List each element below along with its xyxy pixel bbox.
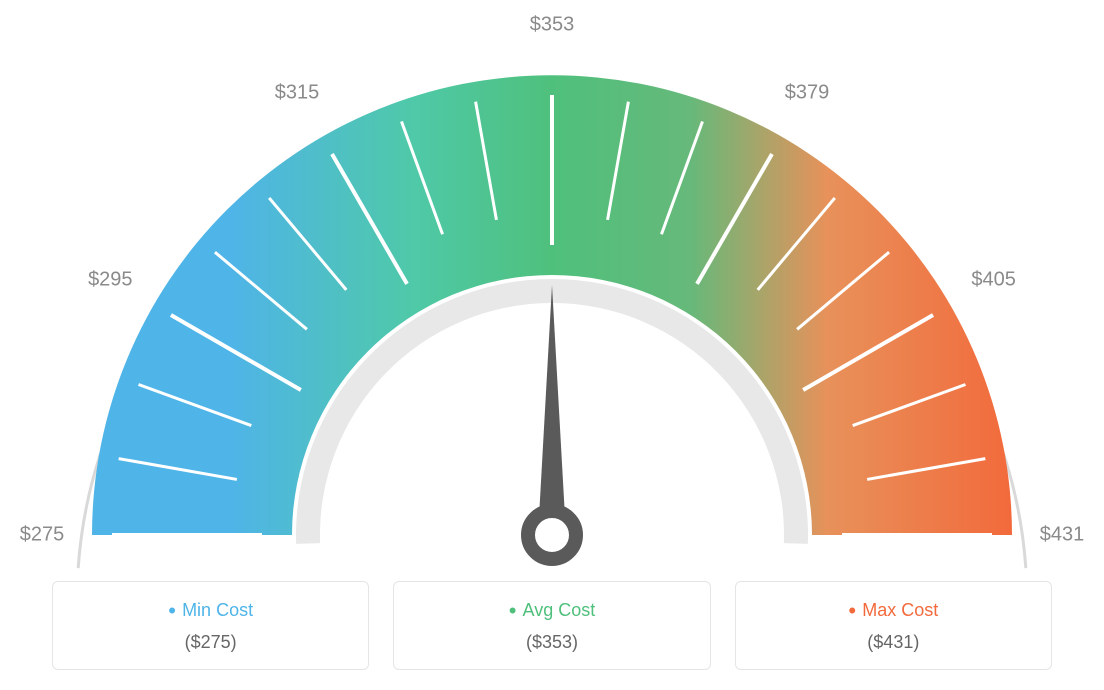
gauge-tick-label: $295 <box>88 269 133 292</box>
gauge-chart: $275 $295 $315 $353 $379 $405 $431 <box>0 0 1104 570</box>
legend-avg-label: Avg Cost <box>394 598 709 624</box>
gauge-tick-label: $353 <box>530 14 575 37</box>
legend-max-value: ($431) <box>736 632 1051 653</box>
gauge-tick-label: $379 <box>785 82 830 105</box>
legend-min-value: ($275) <box>53 632 368 653</box>
legend-min-label: Min Cost <box>53 598 368 624</box>
gauge-tick-label: $405 <box>971 269 1016 292</box>
gauge-tick-label: $431 <box>1040 524 1085 547</box>
legend-row: Min Cost ($275) Avg Cost ($353) Max Cost… <box>0 581 1104 670</box>
legend-avg-card: Avg Cost ($353) <box>393 581 710 670</box>
cost-gauge-widget: $275 $295 $315 $353 $379 $405 $431 Min Cost ($… <box>0 0 1104 690</box>
legend-max-card: Max Cost ($431) <box>735 581 1052 670</box>
legend-avg-value: ($353) <box>394 632 709 653</box>
legend-min-card: Min Cost ($275) <box>52 581 369 670</box>
gauge-tick-label: $275 <box>20 524 65 547</box>
gauge-tick-label: $315 <box>275 82 320 105</box>
legend-max-label: Max Cost <box>736 598 1051 624</box>
